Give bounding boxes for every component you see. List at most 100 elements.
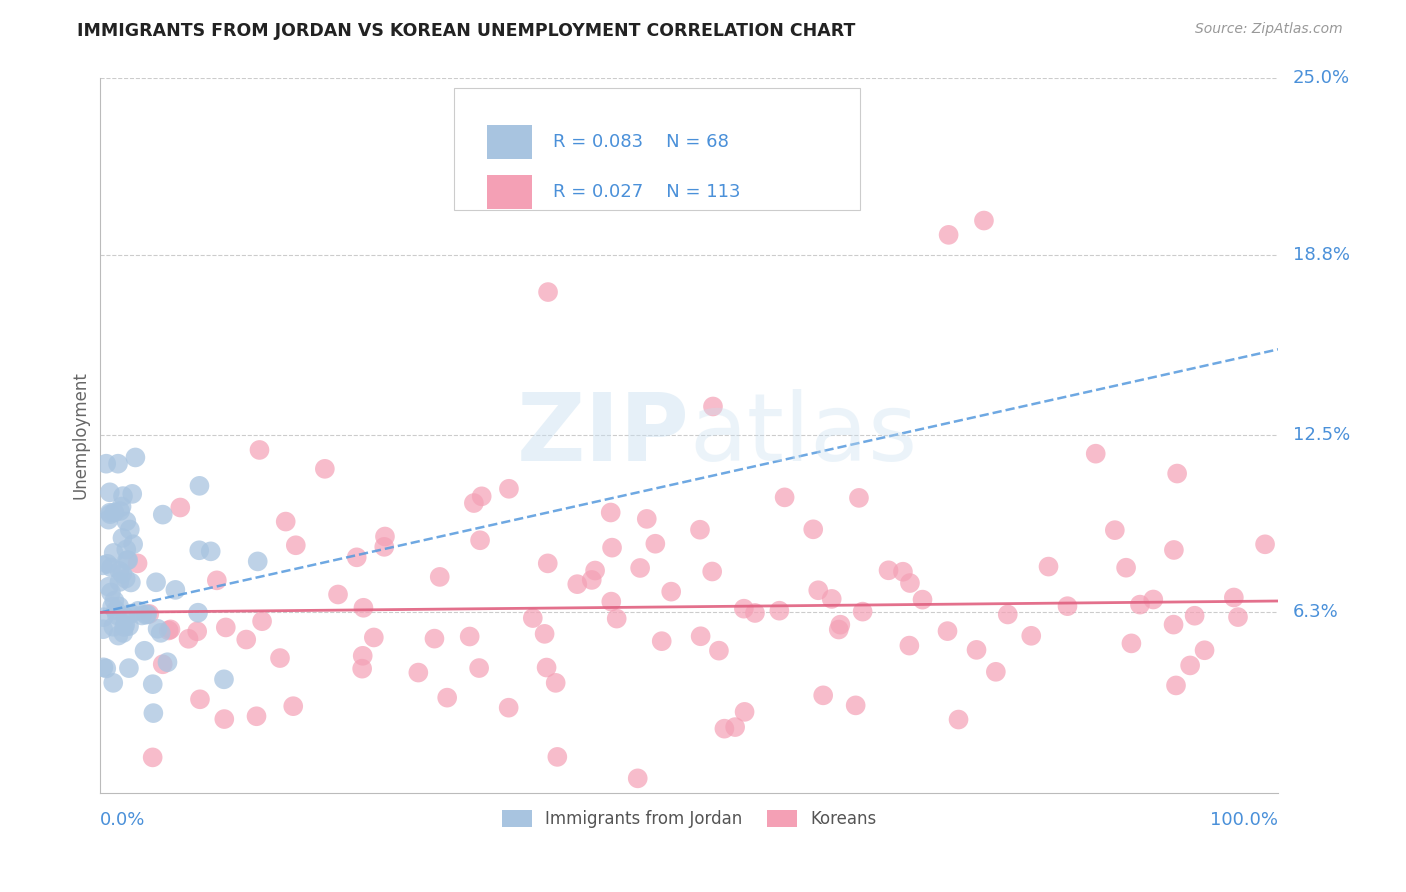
Point [98,507,121,521]
Point [118,619,141,633]
Point [100,560,122,574]
Point [436,690,458,705]
Point [768,604,790,618]
Text: 12.5%: 12.5% [1292,426,1350,444]
Point [250,614,273,628]
Point [122,537,145,551]
Point [973,213,995,227]
Point [146,622,169,636]
Point [828,623,851,637]
Point [235,632,257,647]
Point [91,558,114,573]
Point [124,450,146,465]
Point [468,661,491,675]
Point [274,515,297,529]
Point [177,632,200,646]
Point [96,557,118,571]
Point [600,541,623,555]
Point [627,772,650,786]
Point [891,565,914,579]
Point [246,554,269,568]
Point [702,400,724,414]
Point [773,491,796,505]
Point [103,505,125,519]
Point [145,575,167,590]
Point [98,485,121,500]
Text: ZIP: ZIP [516,389,689,481]
Point [713,722,735,736]
Point [458,630,481,644]
Point [352,600,374,615]
Point [1142,592,1164,607]
Point [689,629,711,643]
Point [537,285,560,299]
Point [135,607,157,622]
Point [156,655,179,669]
Point [1254,537,1277,551]
Point [1084,447,1107,461]
Point [807,583,830,598]
Point [468,533,491,548]
Point [110,500,132,514]
Point [149,625,172,640]
Point [374,529,396,543]
Point [127,604,149,618]
Point [997,607,1019,622]
Point [1178,658,1201,673]
Point [249,442,271,457]
Point [121,487,143,501]
Text: R = 0.027    N = 113: R = 0.027 N = 113 [553,183,740,201]
Point [186,624,208,639]
Point [169,500,191,515]
Point [1223,591,1246,605]
Point [546,750,568,764]
Point [744,606,766,620]
Point [373,540,395,554]
Point [112,620,135,634]
Point [117,553,139,567]
Point [188,479,211,493]
Point [966,643,988,657]
Point [103,620,125,634]
Point [845,698,868,713]
Point [100,585,122,599]
Point [120,607,142,621]
Text: 6.3%: 6.3% [1292,604,1339,622]
Point [93,610,115,624]
Point [159,623,181,637]
Point [429,570,451,584]
Point [600,594,623,608]
Point [103,676,125,690]
Point [114,609,136,624]
Point [111,489,134,503]
Point [142,677,165,691]
Point [93,660,115,674]
Point [1166,467,1188,481]
Point [1163,617,1185,632]
Point [724,720,747,734]
Point [114,618,136,632]
Point [606,611,628,625]
Point [115,553,138,567]
Text: 25.0%: 25.0% [1292,69,1350,87]
Text: IMMIGRANTS FROM JORDAN VS KOREAN UNEMPLOYMENT CORRELATION CHART: IMMIGRANTS FROM JORDAN VS KOREAN UNEMPLO… [77,22,856,40]
Point [408,665,430,680]
Point [205,574,228,588]
Y-axis label: Unemployment: Unemployment [72,371,89,499]
Point [811,689,834,703]
Point [97,580,120,594]
Point [212,673,235,687]
Point [1164,678,1187,692]
Point [1104,523,1126,537]
Point [537,557,560,571]
Point [1121,636,1143,650]
Point [821,591,844,606]
Point [628,561,651,575]
Text: 0.0%: 0.0% [100,811,146,829]
Point [118,523,141,537]
Point [283,699,305,714]
Point [1227,610,1250,624]
FancyBboxPatch shape [486,125,531,159]
Point [1129,598,1152,612]
Point [830,617,852,632]
